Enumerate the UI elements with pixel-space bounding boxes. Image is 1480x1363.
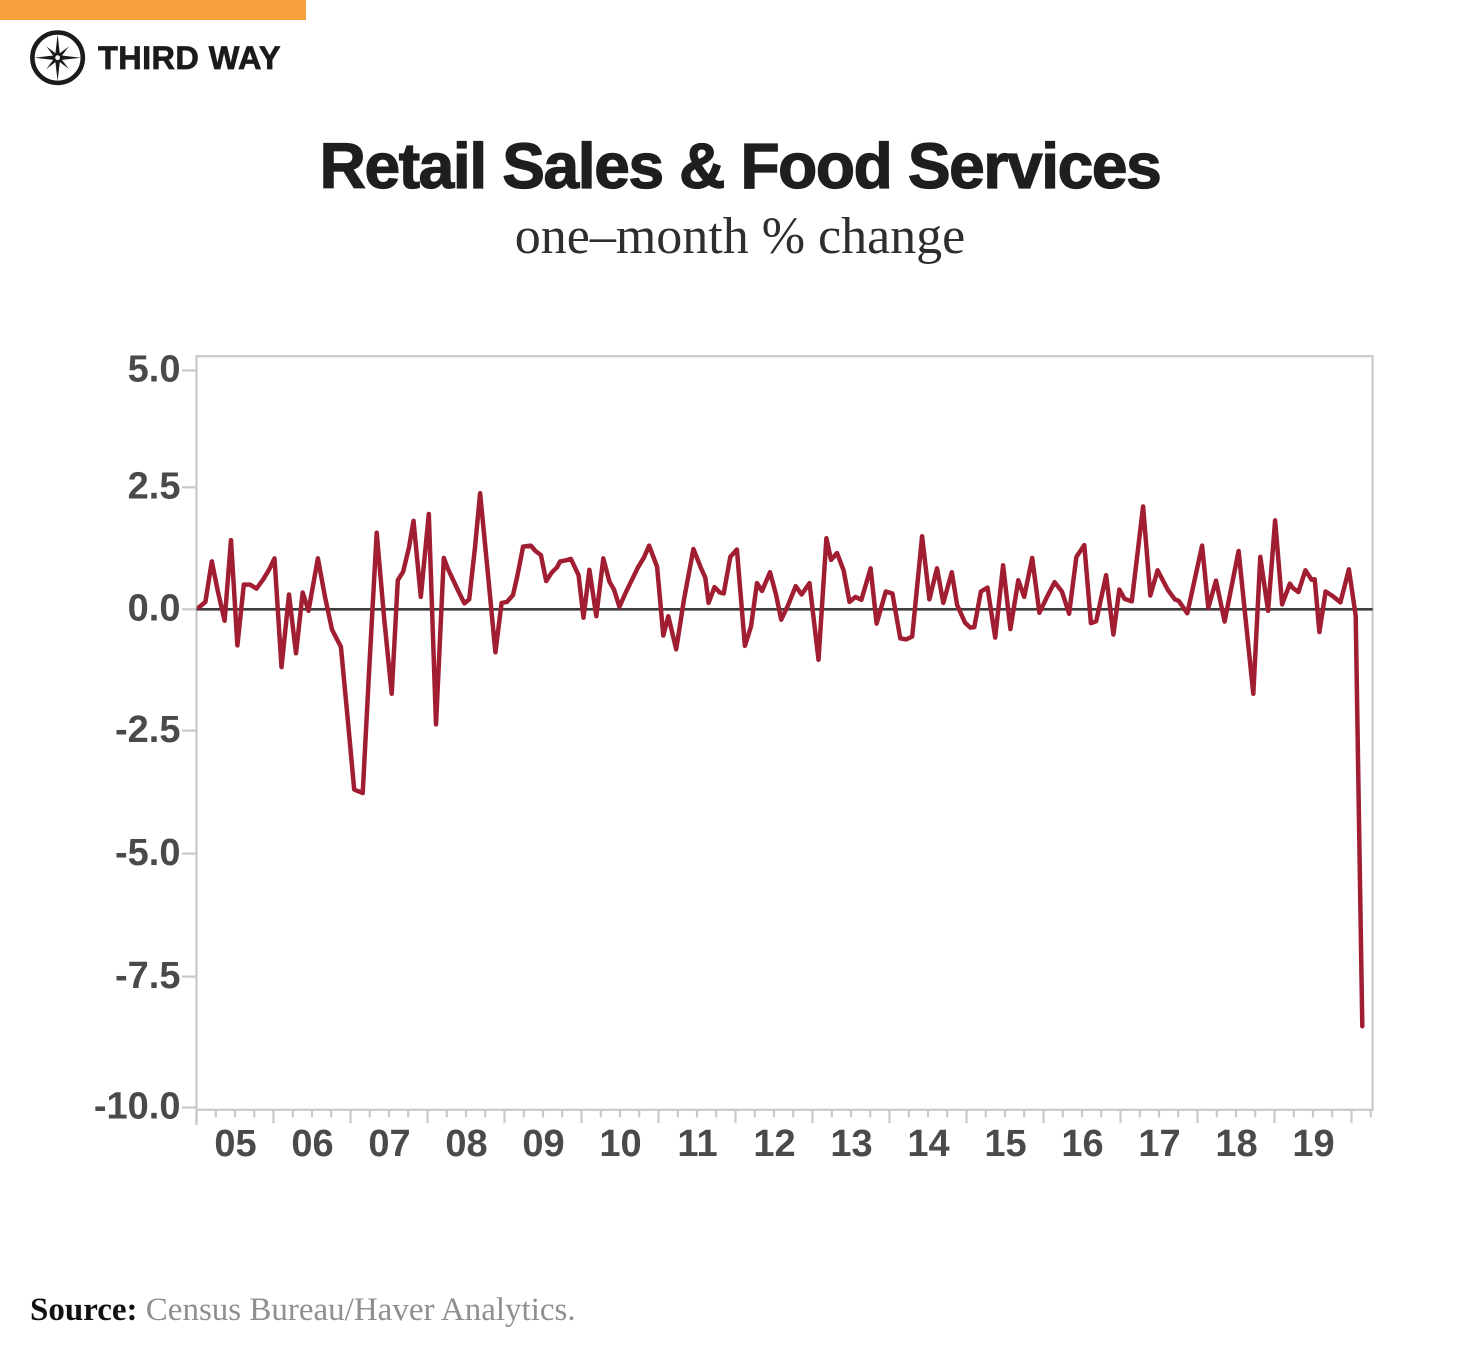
svg-text:10: 10 (599, 1123, 641, 1165)
svg-text:08: 08 (445, 1123, 487, 1165)
svg-text:09: 09 (522, 1123, 564, 1165)
svg-text:-7.5: -7.5 (115, 955, 180, 997)
svg-text:11: 11 (677, 1123, 717, 1165)
svg-text:-2.5: -2.5 (115, 709, 180, 751)
svg-text:18: 18 (1215, 1123, 1257, 1165)
svg-text:07: 07 (368, 1123, 410, 1165)
svg-text:5.0: 5.0 (128, 349, 181, 391)
svg-text:15: 15 (984, 1123, 1026, 1165)
svg-text:19: 19 (1292, 1123, 1334, 1165)
svg-text:05: 05 (214, 1123, 256, 1165)
svg-text:06: 06 (291, 1123, 333, 1165)
svg-text:2.5: 2.5 (128, 466, 181, 508)
svg-text:0.0: 0.0 (128, 588, 181, 630)
svg-text:14: 14 (907, 1123, 949, 1165)
svg-text:-5.0: -5.0 (115, 832, 180, 874)
svg-text:12: 12 (753, 1123, 795, 1165)
svg-text:-10.0: -10.0 (94, 1086, 181, 1128)
svg-text:13: 13 (830, 1123, 872, 1165)
svg-text:17: 17 (1138, 1123, 1180, 1165)
svg-text:16: 16 (1061, 1123, 1103, 1165)
